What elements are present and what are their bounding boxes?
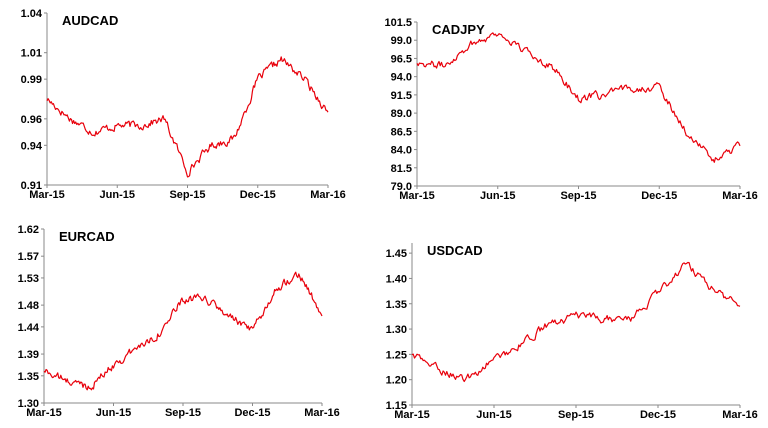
cadjpy-y-tick-label: 91.5 [391, 90, 412, 102]
eurcad-y-tick-label: 1.53 [18, 273, 39, 285]
cadjpy-y-tick-label: 81.5 [391, 163, 412, 175]
eurcad-x-tick-label: Mar-16 [304, 407, 339, 419]
usdcad-y-tick-label: 1.15 [386, 400, 407, 412]
cadjpy-y-tick-label: 96.5 [391, 53, 412, 65]
usdcad-title: USDCAD [427, 243, 483, 258]
cadjpy-y-tick-label: 94.0 [391, 72, 412, 84]
eurcad-y-tick-label: 1.39 [18, 349, 39, 361]
usdcad-y-tick-label: 1.25 [386, 349, 407, 361]
cadjpy-series-line [416, 32, 741, 163]
audcad-y-tick-label: 0.94 [21, 140, 43, 152]
audcad-series-line [46, 56, 329, 178]
audcad-x-tick-label: Mar-15 [29, 189, 64, 201]
usdcad-x-tick-label: Mar-15 [394, 409, 429, 421]
audcad-y-tick-label: 0.96 [21, 114, 42, 126]
eurcad-x-tick-label: Sep-15 [165, 407, 201, 419]
usdcad-y-tick-label: 1.20 [386, 375, 407, 387]
usdcad-x-tick-label: Dec-15 [640, 409, 676, 421]
audcad-x-tick-label: Jun-15 [100, 189, 135, 201]
audcad-y-tick-label: 1.04 [21, 8, 43, 20]
audcad-x-tick-label: Mar-16 [310, 189, 345, 201]
audcad-y-tick-label: 0.91 [21, 180, 42, 192]
eurcad-series-line [43, 271, 323, 391]
audcad-x-tick-label: Dec-15 [240, 189, 276, 201]
audcad-title: AUDCAD [62, 13, 118, 28]
eurcad-y-tick-label: 1.44 [18, 322, 40, 334]
audcad-y-tick-label: 0.99 [21, 74, 42, 86]
eurcad-x-tick-label: Dec-15 [234, 407, 270, 419]
cadjpy-x-tick-label: Mar-15 [399, 190, 434, 202]
audcad-x-tick-label: Sep-15 [169, 189, 205, 201]
audcad-y-tick-label: 1.01 [21, 48, 42, 60]
cadjpy-x-tick-label: Mar-16 [722, 190, 757, 202]
usdcad-x-tick-label: Sep-15 [558, 409, 594, 421]
cadjpy-y-tick-label: 89.0 [391, 108, 412, 120]
eurcad-x-tick-label: Mar-15 [26, 407, 61, 419]
usdcad-x-tick-label: Jun-15 [476, 409, 511, 421]
cadjpy-x-tick-label: Sep-15 [560, 190, 596, 202]
eurcad-y-tick-label: 1.62 [18, 224, 39, 236]
eurcad-y-tick-label: 1.57 [18, 251, 39, 263]
usdcad-y-tick-label: 1.45 [386, 248, 407, 260]
cadjpy-y-tick-label: 84.0 [391, 145, 412, 157]
cadjpy-y-tick-label: 101.5 [384, 17, 412, 29]
cadjpy-x-tick-label: Dec-15 [641, 190, 677, 202]
cadjpy-y-tick-label: 99.0 [391, 35, 412, 47]
cadjpy-y-tick-label: 86.5 [391, 126, 412, 138]
usdcad-x-tick-label: Mar-16 [722, 409, 757, 421]
usdcad-series-line [411, 261, 741, 383]
usdcad-y-tick-label: 1.30 [386, 324, 407, 336]
cadjpy-x-tick-label: Jun-15 [480, 190, 515, 202]
eurcad-y-tick-label: 1.48 [18, 300, 39, 312]
cadjpy-y-tick-label: 79.0 [391, 181, 412, 193]
eurcad-title: EURCAD [59, 229, 115, 244]
usdcad-y-tick-label: 1.35 [386, 299, 407, 311]
eurcad-y-tick-label: 1.35 [18, 371, 39, 383]
cadjpy-title: CADJPY [432, 22, 485, 37]
eurcad-x-tick-label: Jun-15 [96, 407, 131, 419]
eurcad-y-tick-label: 1.30 [18, 398, 39, 410]
usdcad-y-tick-label: 1.40 [386, 273, 407, 285]
